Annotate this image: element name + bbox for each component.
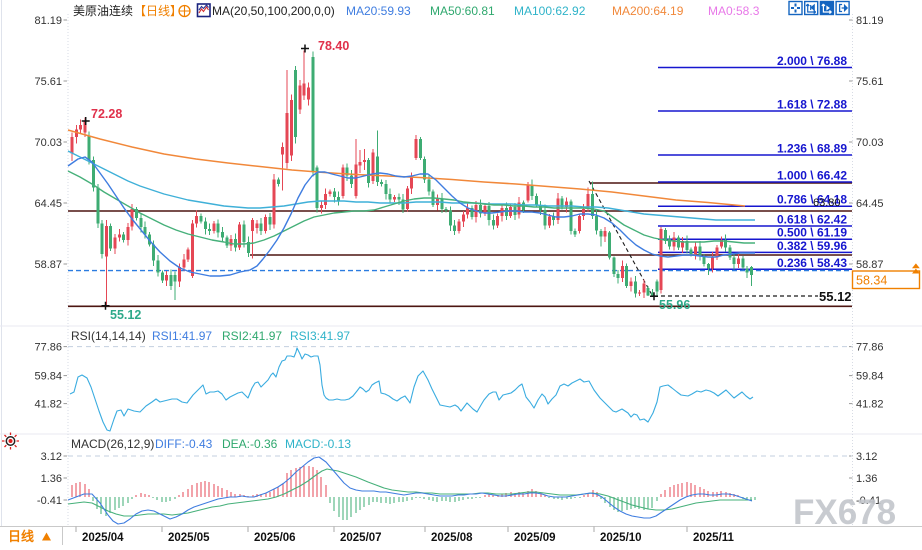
svg-text:2025/08: 2025/08: [431, 532, 473, 544]
svg-text:美原油连续: 美原油连续: [73, 3, 133, 18]
svg-text:2025/07: 2025/07: [340, 532, 382, 544]
svg-text:81.19: 81.19: [856, 15, 884, 27]
svg-text:58.87: 58.87: [856, 259, 884, 271]
svg-text:1.36: 1.36: [856, 473, 877, 485]
svg-text:55.96: 55.96: [659, 298, 690, 312]
svg-text:【日线】: 【日线】: [134, 4, 182, 18]
svg-text:0.786 \ 64.18: 0.786 \ 64.18: [777, 193, 847, 207]
svg-text:1.000 \ 66.42: 1.000 \ 66.42: [777, 169, 847, 183]
svg-text:72.28: 72.28: [91, 107, 122, 121]
svg-text:0.618 \ 62.42: 0.618 \ 62.42: [777, 213, 847, 227]
svg-text:MA100:62.92: MA100:62.92: [514, 4, 586, 18]
svg-text:RSI(14,14,14): RSI(14,14,14): [71, 329, 146, 343]
svg-text:MA20:59.93: MA20:59.93: [346, 4, 411, 18]
svg-text:70.03: 70.03: [856, 137, 884, 149]
svg-text:58.87: 58.87: [34, 259, 62, 271]
svg-text:1.236 \ 68.89: 1.236 \ 68.89: [777, 142, 847, 156]
svg-text:2025/09: 2025/09: [514, 532, 556, 544]
svg-text:63.80: 63.80: [813, 197, 841, 209]
svg-text:77.86: 77.86: [34, 342, 62, 354]
svg-text:0.500 \ 61.19: 0.500 \ 61.19: [777, 226, 847, 240]
svg-text:3.12: 3.12: [856, 451, 877, 463]
svg-text:59.84: 59.84: [34, 371, 62, 383]
svg-text:2025/10: 2025/10: [600, 532, 642, 544]
svg-text:78.40: 78.40: [318, 39, 349, 53]
svg-text:55.12: 55.12: [819, 289, 852, 304]
svg-text:MA(20,50,100,200,0,0): MA(20,50,100,200,0,0): [212, 4, 335, 18]
svg-text:FX678: FX678: [793, 493, 896, 532]
svg-text:RSI2:41.97: RSI2:41.97: [222, 329, 282, 343]
svg-text:DEA:-0.36: DEA:-0.36: [222, 437, 278, 451]
svg-text:-0.41: -0.41: [856, 495, 881, 507]
svg-text:55.12: 55.12: [110, 308, 141, 322]
svg-text:0.236 \ 58.43: 0.236 \ 58.43: [777, 256, 847, 270]
svg-text:0.382 \ 59.96: 0.382 \ 59.96: [777, 239, 847, 253]
svg-text:日线: 日线: [8, 529, 34, 544]
svg-text:MA50:60.81: MA50:60.81: [430, 4, 495, 18]
svg-text:MA0:58.3: MA0:58.3: [708, 4, 760, 18]
svg-text:3.12: 3.12: [41, 451, 62, 463]
svg-text:81.19: 81.19: [34, 15, 62, 27]
svg-text:2025/05: 2025/05: [168, 532, 210, 544]
svg-text:64.45: 64.45: [34, 198, 62, 210]
svg-text:-0.41: -0.41: [37, 495, 62, 507]
svg-text:MACD:-0.13: MACD:-0.13: [285, 437, 351, 451]
svg-text:2025/06: 2025/06: [254, 532, 296, 544]
svg-text:59.84: 59.84: [856, 371, 884, 383]
svg-text:2025/11: 2025/11: [693, 532, 735, 544]
svg-text:75.61: 75.61: [856, 76, 884, 88]
svg-text:2.000 \ 76.88: 2.000 \ 76.88: [777, 54, 847, 68]
svg-text:2025/04: 2025/04: [82, 532, 124, 544]
svg-text:RSI3:41.97: RSI3:41.97: [290, 329, 350, 343]
svg-text:1.36: 1.36: [41, 473, 62, 485]
svg-text:64.45: 64.45: [856, 198, 884, 210]
svg-text:41.82: 41.82: [34, 399, 62, 411]
svg-text:MA200:64.19: MA200:64.19: [612, 4, 684, 18]
svg-text:58.34: 58.34: [856, 274, 887, 288]
svg-text:RSI1:41.97: RSI1:41.97: [152, 329, 212, 343]
svg-text:75.61: 75.61: [34, 76, 62, 88]
svg-text:77.86: 77.86: [856, 342, 884, 354]
svg-text:DIFF:-0.43: DIFF:-0.43: [155, 437, 213, 451]
svg-text:70.03: 70.03: [34, 137, 62, 149]
svg-text:MACD(26,12,9): MACD(26,12,9): [71, 437, 154, 451]
svg-text:1.618 \ 72.88: 1.618 \ 72.88: [777, 98, 847, 112]
svg-text:41.82: 41.82: [856, 399, 884, 411]
